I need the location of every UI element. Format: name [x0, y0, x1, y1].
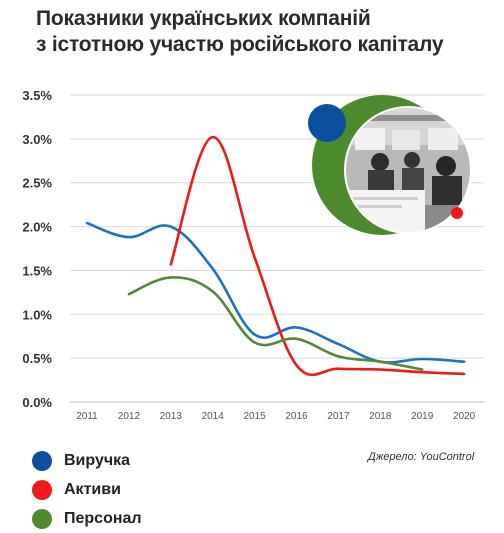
title-line-1: Показники українських компаній — [36, 7, 371, 30]
legend-item-assets: Активи — [32, 475, 142, 504]
decorative-illustration — [308, 95, 472, 235]
series-line-revenue — [85, 221, 466, 364]
legend-marker-assets — [32, 479, 52, 500]
legend-item-revenue: Виручка — [32, 446, 142, 475]
y-tick-label: 1.0% — [22, 307, 52, 322]
y-tick-label: 1.5% — [22, 263, 52, 278]
legend-marker-revenue — [32, 450, 52, 471]
y-tick-label: 3.0% — [22, 132, 52, 147]
x-tick-label: 2015 — [243, 411, 266, 422]
legend-label-staff: Персонал — [64, 509, 142, 527]
blue-circle-shape — [308, 104, 346, 142]
x-tick-label: 2020 — [453, 411, 476, 422]
x-tick-label: 2018 — [369, 411, 392, 422]
y-tick-label: 0.5% — [22, 351, 52, 366]
legend-marker-staff — [32, 508, 52, 529]
legend-label-assets: Активи — [64, 480, 121, 498]
legend-item-staff: Персонал — [32, 504, 142, 533]
x-tick-label: 2017 — [327, 411, 350, 422]
chart-title: Показники українських компаній з істотно… — [36, 6, 496, 58]
red-dot-shape — [451, 207, 463, 219]
series-line-assets — [169, 135, 466, 377]
series-lines — [85, 135, 466, 377]
x-tick-label: 2019 — [411, 411, 434, 422]
y-tick-label: 0.0% — [22, 395, 52, 410]
legend-label-revenue: Виручка — [64, 451, 131, 469]
x-tick-label: 2016 — [285, 411, 308, 422]
y-tick-label: 2.0% — [22, 220, 52, 235]
x-tick-label: 2013 — [160, 411, 183, 422]
y-axis-ticks: 0.0% 0.5% 1.0% 1.5% 2.0% 2.5% 3.0% 3.5% — [22, 88, 52, 410]
x-tick-label: 2012 — [118, 411, 141, 422]
x-tick-label: 2014 — [202, 411, 225, 422]
y-tick-label: 2.5% — [22, 176, 52, 191]
x-axis-ticks: 2011 2012 2013 2014 2015 2016 2017 2018 2019 2020 — [76, 411, 475, 422]
legend: Виручка Активи Персонал — [32, 446, 142, 533]
source-note: Джерело: YouControl — [368, 451, 475, 463]
x-tick-label: 2011 — [76, 411, 98, 422]
y-tick-label: 3.5% — [22, 88, 52, 103]
series-line-staff — [127, 276, 424, 371]
title-line-2: з істотною участю російського капіталу — [36, 33, 444, 56]
